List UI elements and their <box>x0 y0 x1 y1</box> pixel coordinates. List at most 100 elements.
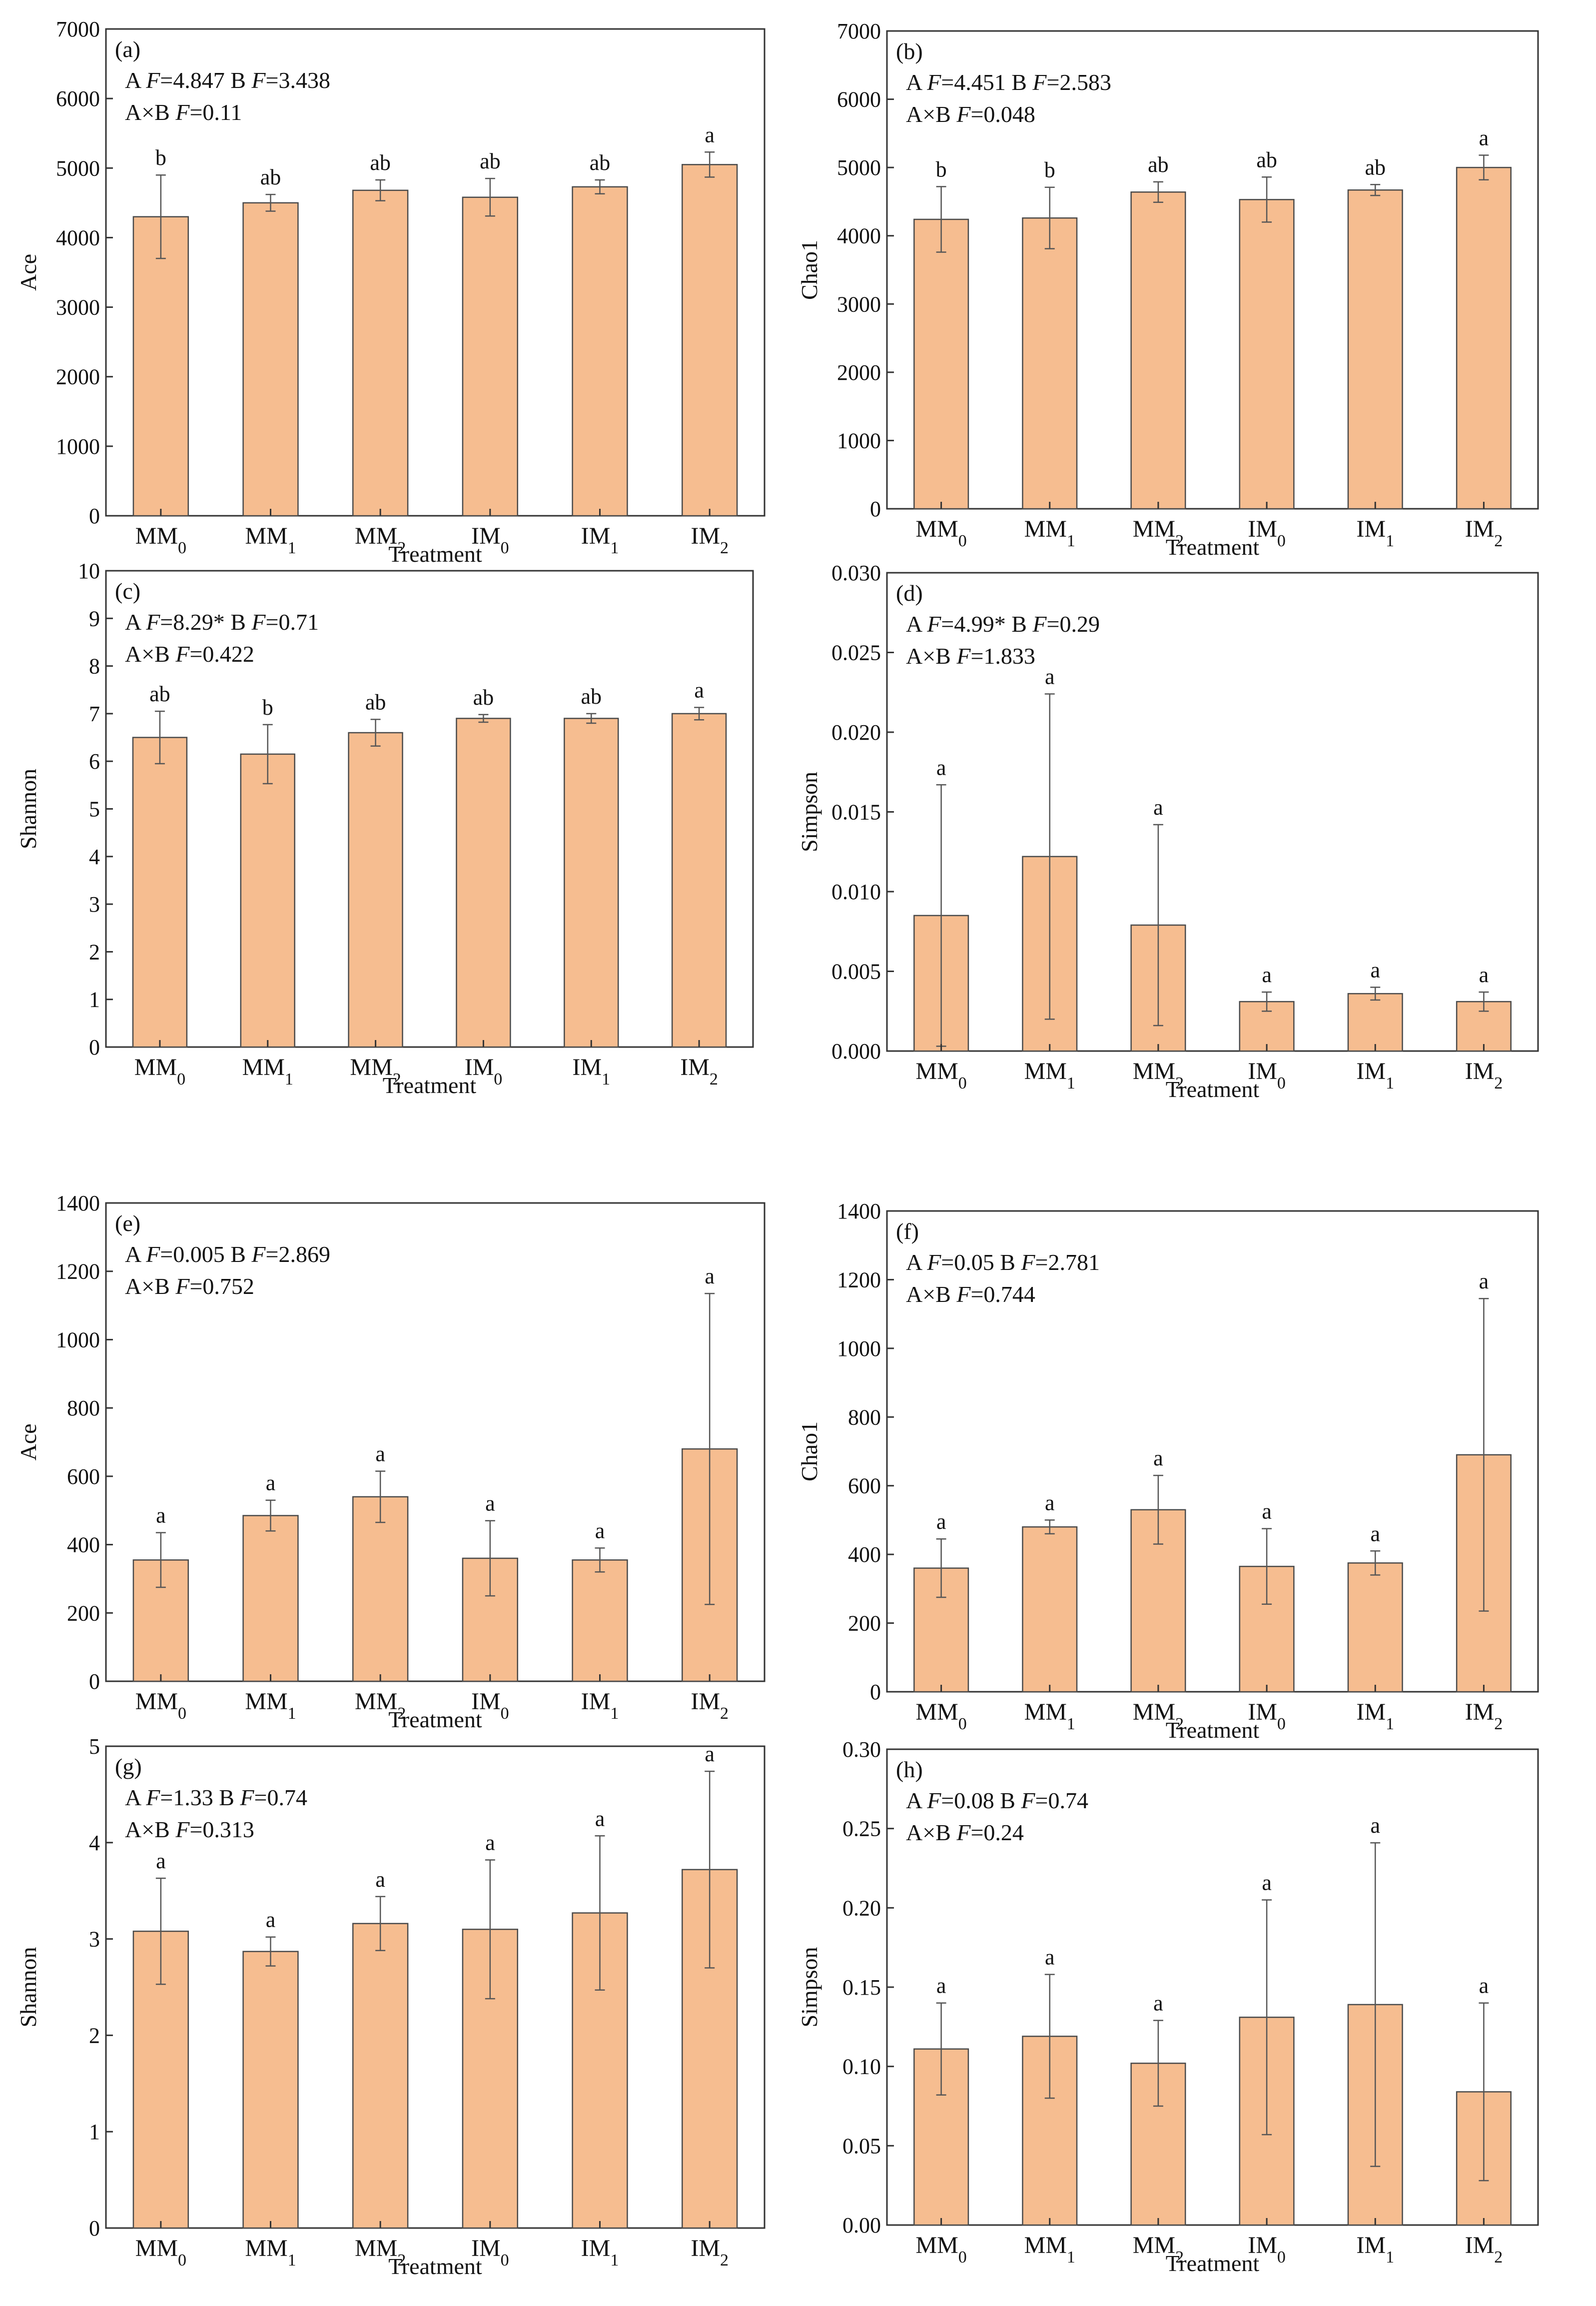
plot-frame <box>105 28 766 517</box>
significance-letter: a <box>936 1509 946 1534</box>
significance-letter: a <box>485 1831 495 1855</box>
x-tick-label: MM0 <box>915 2232 966 2267</box>
x-tick-label: MM2 <box>1133 2232 1184 2267</box>
bar-im1 <box>572 1559 628 1682</box>
stats-line: A F=0.005 B F=2.869 <box>125 1241 330 1267</box>
x-tick-label: IM1 <box>1356 1058 1394 1093</box>
bar-mm0 <box>132 216 189 517</box>
significance-letter: a <box>1479 1269 1489 1293</box>
chart-panel-d: 0.000 0.005 0.010 0.015 0.020 0.025 0.030 Simps… <box>797 561 1539 1102</box>
significance-letter: a <box>1045 1490 1055 1515</box>
y-tick-label: 5000 <box>837 155 881 180</box>
panel-label: (d) <box>896 580 923 606</box>
y-tick-label: 1000 <box>56 434 100 459</box>
panel-label: (c) <box>115 578 140 604</box>
x-tick-label: IM0 <box>471 523 509 557</box>
x-tick-label: MM0 <box>915 1699 966 1733</box>
stats-line: A F=4.847 B F=3.438 <box>125 67 330 93</box>
bar-im0 <box>462 196 519 517</box>
y-tick-label: 800 <box>67 1396 100 1420</box>
panel-label: (a) <box>115 36 140 62</box>
y-tick-label: 6 <box>89 749 100 774</box>
y-tick-label: 0 <box>870 1680 881 1704</box>
panel-label: (g) <box>115 1754 142 1779</box>
bar-mm2 <box>348 732 403 1048</box>
significance-letter: a <box>705 1742 715 1766</box>
y-tick-label: 200 <box>848 1611 881 1636</box>
bar-im1 <box>1347 1562 1403 1693</box>
x-tick-label: IM1 <box>581 2235 619 2270</box>
significance-letter: a <box>936 1974 946 1998</box>
panel-label: (h) <box>896 1757 923 1782</box>
bar-im1 <box>1347 189 1403 510</box>
significance-letter: ab <box>370 150 391 175</box>
significance-letter: ab <box>581 684 602 709</box>
y-tick-label: 0 <box>89 2216 100 2241</box>
bar-im2 <box>671 713 727 1048</box>
significance-letter: b <box>936 157 947 181</box>
y-tick-label: 5000 <box>56 156 100 180</box>
bar-mm2 <box>352 189 409 517</box>
x-tick-label: MM1 <box>1024 1058 1075 1093</box>
significance-letter: a <box>1153 795 1163 820</box>
stats-line: A×B F=0.24 <box>906 1820 1024 1845</box>
y-tick-label: 0.10 <box>842 2055 881 2079</box>
stats-line: A F=8.29* B F=0.71 <box>125 609 319 635</box>
significance-letter: a <box>1262 1499 1272 1524</box>
y-tick-label: 2000 <box>837 360 881 385</box>
y-axis-label: Chao1 <box>797 240 822 300</box>
stats-line: A×B F=1.833 <box>906 643 1035 669</box>
x-tick-label: IM2 <box>691 2235 729 2270</box>
bar-im0 <box>1239 199 1295 510</box>
x-tick-label: MM0 <box>135 523 186 557</box>
bar-mm1 <box>242 1515 299 1682</box>
significance-letter: a <box>936 755 946 780</box>
bar-mm1 <box>1022 217 1078 510</box>
chart-panel-e: 0 200 400 600 800 1000 1200 1400 Ace a MM0 a MM1 a MM2… <box>15 1191 766 1732</box>
significance-letter: a <box>485 1491 495 1516</box>
stats-line: A F=4.451 B F=2.583 <box>906 69 1111 95</box>
bar-im2 <box>682 164 738 517</box>
x-axis-label: Treatment <box>388 2254 482 2279</box>
significance-letter: a <box>705 122 715 147</box>
x-tick-label: IM1 <box>1356 2232 1394 2267</box>
significance-letter: b <box>262 695 273 720</box>
x-axis-label: Treatment <box>1166 1077 1260 1102</box>
x-tick-label: MM2 <box>1133 1058 1184 1093</box>
x-tick-label: IM1 <box>581 523 619 557</box>
significance-letter: a <box>1370 1813 1380 1838</box>
significance-letter: a <box>156 1849 166 1873</box>
x-tick-label: MM0 <box>915 516 966 550</box>
y-tick-label: 2000 <box>56 365 100 389</box>
y-tick-label: 5 <box>89 797 100 822</box>
bar-mm1 <box>242 202 299 517</box>
x-tick-label: IM0 <box>471 1688 509 1723</box>
y-tick-label: 0.000 <box>831 1039 881 1064</box>
significance-letter: ab <box>149 682 170 706</box>
bar-mm1 <box>1022 1526 1078 1693</box>
x-axis-label: Treatment <box>388 1707 482 1732</box>
y-tick-label: 4 <box>89 1831 100 1855</box>
y-axis-label: Ace <box>15 1423 41 1460</box>
plot-frame <box>886 30 1539 510</box>
significance-letter: a <box>266 1471 276 1495</box>
y-tick-label: 0.025 <box>831 641 881 665</box>
significance-letter: a <box>1479 963 1489 987</box>
stats-line: A×B F=0.313 <box>125 1817 254 1842</box>
y-tick-label: 0.030 <box>831 561 881 585</box>
y-tick-label: 0.005 <box>831 960 881 984</box>
y-tick-label: 600 <box>67 1464 100 1489</box>
x-tick-label: MM1 <box>245 1688 296 1723</box>
bar-mm0 <box>913 218 969 510</box>
x-axis-label: Treatment <box>1166 2251 1260 2276</box>
significance-letter: a <box>1262 1870 1272 1895</box>
y-axis-label: Ace <box>15 254 41 291</box>
y-axis-label: Simpson <box>797 772 822 852</box>
x-tick-label: MM1 <box>245 2235 296 2270</box>
x-tick-label: MM2 <box>355 1688 406 1723</box>
significance-letter: a <box>705 1264 715 1288</box>
chart-panel-c: 0 1 2 3 4 5 6 7 8 9 10 Shannon ab MM0 b MM1 ab MM2 ab IM0 ab… <box>15 559 754 1098</box>
y-tick-label: 0.15 <box>842 1975 881 2000</box>
y-tick-label: 7000 <box>837 19 881 43</box>
